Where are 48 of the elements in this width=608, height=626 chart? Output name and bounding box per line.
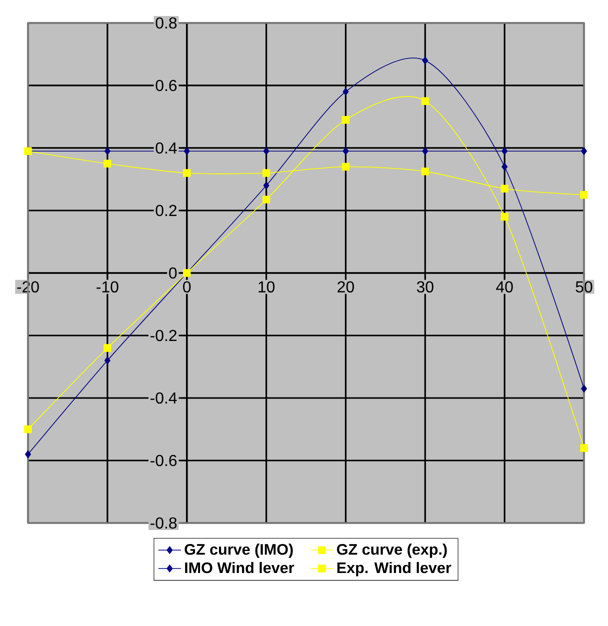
point bbox=[580, 191, 588, 199]
x-tick-label: -10 bbox=[96, 281, 118, 292]
legend-label: GZ curve (IMO) bbox=[184, 544, 293, 558]
point bbox=[421, 168, 429, 176]
point bbox=[263, 182, 270, 190]
point bbox=[104, 344, 112, 352]
point bbox=[24, 425, 32, 434]
point bbox=[104, 160, 112, 168]
point bbox=[342, 116, 350, 124]
x-tick-label: 30 bbox=[416, 281, 434, 292]
x-tick-label: 50 bbox=[576, 281, 592, 292]
y-tick-label: 0.6 bbox=[156, 80, 177, 92]
point bbox=[421, 97, 429, 105]
point bbox=[502, 147, 508, 155]
legend-label: Exp. Wind lever bbox=[337, 562, 452, 576]
y-tick-label: 0.8 bbox=[156, 17, 177, 29]
point bbox=[183, 169, 191, 177]
x-tick-label: 20 bbox=[338, 281, 354, 292]
point bbox=[184, 147, 190, 155]
legend-label: IMO Wind lever bbox=[185, 562, 294, 574]
point bbox=[25, 450, 31, 458]
y-tick-label: 0 bbox=[169, 267, 177, 279]
point bbox=[500, 184, 508, 192]
point bbox=[262, 196, 270, 204]
point bbox=[263, 147, 270, 155]
y-tick-label: -0.4 bbox=[150, 392, 177, 404]
point bbox=[502, 162, 508, 171]
point bbox=[422, 56, 428, 64]
point bbox=[262, 169, 270, 177]
point bbox=[342, 162, 350, 171]
point bbox=[104, 356, 110, 364]
y-tick-label: 0.4 bbox=[156, 142, 177, 154]
x-tick-label: 0 bbox=[183, 281, 191, 292]
y-tick-label: -0.6 bbox=[150, 454, 177, 466]
point bbox=[580, 444, 588, 452]
point bbox=[342, 88, 349, 96]
x-tick-label: 40 bbox=[496, 281, 513, 292]
point bbox=[422, 147, 428, 155]
point bbox=[581, 384, 587, 392]
point bbox=[500, 212, 508, 221]
y-tick-label: -0.2 bbox=[150, 330, 176, 342]
y-tick-label: 0.2 bbox=[156, 204, 176, 216]
legend-label: GZ curve (exp.) bbox=[336, 544, 447, 558]
point bbox=[342, 147, 349, 155]
x-tick-label: 10 bbox=[258, 281, 275, 292]
point bbox=[581, 147, 587, 155]
point bbox=[104, 147, 110, 155]
y-tick-label: -0.8 bbox=[150, 517, 177, 529]
